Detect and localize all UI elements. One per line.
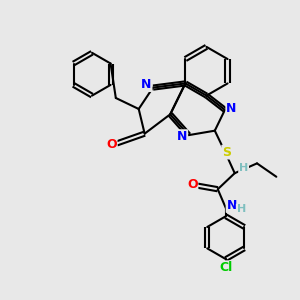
Text: S: S [222, 146, 231, 159]
Text: N: N [141, 78, 152, 91]
Text: O: O [106, 138, 117, 152]
Text: Cl: Cl [219, 261, 232, 274]
Text: N: N [226, 199, 237, 212]
Text: N: N [226, 102, 237, 115]
Text: H: H [239, 163, 248, 173]
Text: H: H [237, 204, 246, 214]
Text: O: O [187, 178, 197, 191]
Text: N: N [177, 130, 187, 143]
